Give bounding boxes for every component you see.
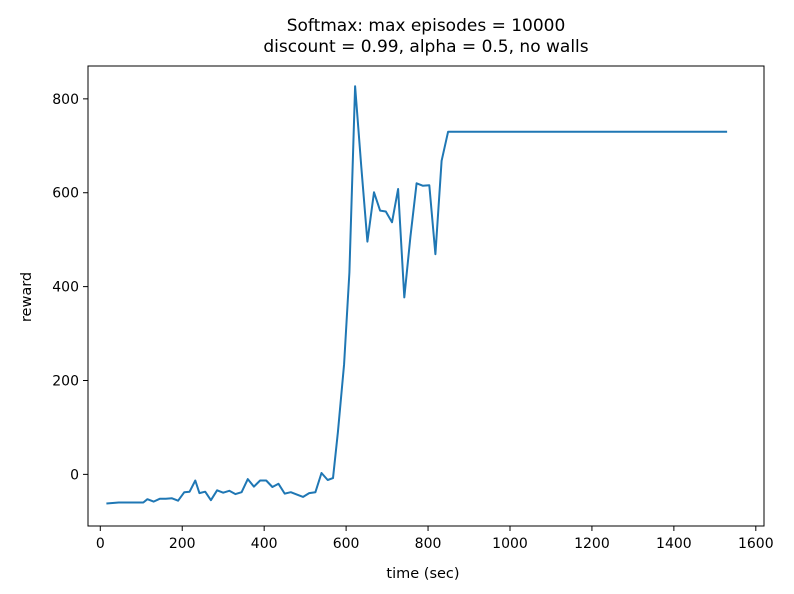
x-tick-label: 1200 <box>574 536 610 552</box>
plot-area <box>87 65 765 527</box>
x-tick-label: 400 <box>251 536 278 552</box>
y-tick-label: 400 <box>52 280 79 296</box>
x-tick-label: 1000 <box>492 536 528 552</box>
x-tick-label: 600 <box>333 536 360 552</box>
x-tick-label: 1600 <box>738 536 774 552</box>
y-tick-label: 0 <box>70 467 79 483</box>
x-tick-label: 0 <box>96 536 105 552</box>
y-axis-label: reward <box>19 272 35 322</box>
y-axis: 0 200 400 600 800 <box>52 92 88 483</box>
x-tick-label: 800 <box>415 536 442 552</box>
x-axis: 0 200 400 600 800 1000 1200 1400 1600 <box>96 526 774 552</box>
x-tick-label: 1400 <box>656 536 692 552</box>
chart-title-line-2: discount = 0.99, alpha = 0.5, no walls <box>263 37 588 57</box>
x-axis-label: time (sec) <box>386 566 459 582</box>
y-tick-label: 800 <box>52 92 79 108</box>
plot-frame <box>87 65 765 527</box>
series-line-1 <box>106 85 728 505</box>
y-tick-label: 200 <box>52 373 79 389</box>
y-tick-label: 600 <box>52 186 79 202</box>
x-tick-label: 200 <box>169 536 196 552</box>
chart-title-line-1: Softmax: max episodes = 10000 <box>287 16 566 36</box>
